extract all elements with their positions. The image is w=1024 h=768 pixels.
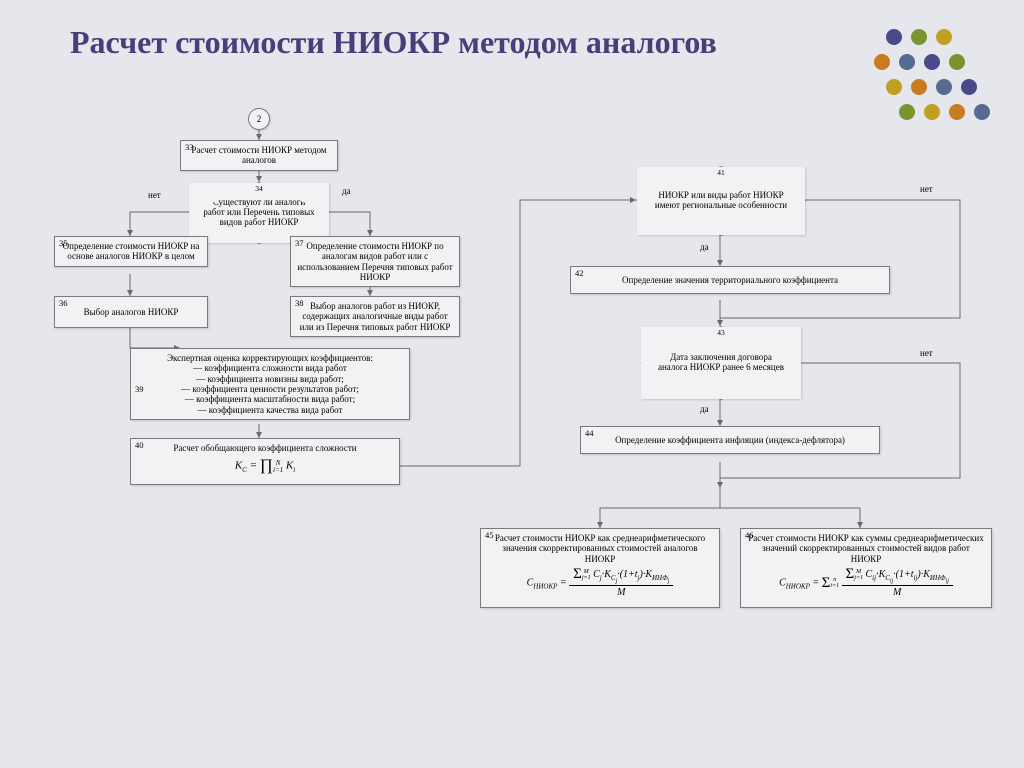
node-text: Расчет обобщающего коэффициента сложност…	[137, 443, 393, 453]
node-number: 40	[135, 441, 144, 451]
decision-41: 41 НИОКР или виды работ НИОКР имеют реги…	[637, 167, 805, 235]
edge-label-yes: да	[342, 186, 351, 196]
node-number: 44	[585, 429, 594, 439]
page-title: Расчет стоимости НИОКР методом аналогов	[70, 24, 717, 61]
node-text: Определение коэффициента инфляции (индек…	[589, 435, 871, 445]
node-text: Экспертная оценка корректирующих коэффиц…	[137, 353, 403, 363]
flowchart-canvas: 2 33 Расчет стоимости НИОКР методом анал…	[0, 108, 1024, 768]
node-text: Определение стоимости НИОКР на основе ан…	[61, 241, 201, 262]
connector-label: 2	[257, 114, 262, 124]
node-text: Существуют ли аналоги работ или Перечень…	[203, 197, 314, 227]
process-35: 35 Определение стоимости НИОКР на основе…	[54, 236, 208, 267]
node-text: Расчет стоимости НИОКР как суммы среднеа…	[747, 533, 985, 564]
item: — коэффициента масштабности вида работ;	[137, 394, 403, 404]
formula-45: CНИОКР = ΣMj=1 Cj·KCj·(1+tj)·KИНФj M	[487, 568, 713, 599]
edge-label-no: нет	[920, 348, 933, 358]
formula-46: CНИОКР = Σni=1 ΣMj=1 Cij·KCij·(1+tij)·KИ…	[747, 568, 985, 599]
process-39: 39 Экспертная оценка корректирующих коэф…	[130, 348, 410, 420]
node-text: Расчет стоимости НИОКР как среднеарифмет…	[487, 533, 713, 564]
process-40: 40 Расчет обобщающего коэффициента сложн…	[130, 438, 400, 485]
edge-label-no: нет	[148, 190, 161, 200]
node-text: НИОКР или виды работ НИОКР имеют региона…	[655, 190, 787, 210]
node-text: Выбор аналогов НИОКР	[61, 307, 201, 317]
node-number: 46	[745, 531, 754, 541]
node-number: 34	[255, 185, 263, 193]
node-number: 45	[485, 531, 494, 541]
edge-label-yes: да	[700, 404, 709, 414]
process-46: 46 Расчет стоимости НИОКР как суммы сред…	[740, 528, 992, 608]
process-42: 42 Определение значения территориального…	[570, 266, 890, 294]
process-36: 36 Выбор аналогов НИОКР	[54, 296, 208, 328]
node-number: 41	[717, 169, 725, 177]
process-45: 45 Расчет стоимости НИОКР как среднеариф…	[480, 528, 720, 608]
node-text: Выбор аналогов работ из НИОКР, содержащи…	[297, 301, 453, 332]
edge-label-yes: да	[700, 242, 709, 252]
node-number: 33	[185, 143, 194, 153]
edge-label-no: нет	[920, 184, 933, 194]
node-number: 37	[295, 239, 304, 249]
node-text: Расчет стоимости НИОКР методом аналогов	[187, 145, 331, 166]
node-text: Определение стоимости НИОКР по аналогам …	[297, 241, 453, 282]
node-number: 43	[717, 329, 725, 337]
node-number: 35	[59, 239, 68, 249]
node-text: Дата заключения договора аналога НИОКР р…	[658, 352, 784, 372]
connector-2: 2	[248, 108, 270, 130]
node-text: Определение значения территориального ко…	[579, 275, 881, 285]
formula-40: KC = ∏Ni=1 Ki	[137, 457, 393, 475]
item: — коэффициента качества вида работ	[137, 405, 403, 415]
node-number: 36	[59, 299, 68, 309]
process-38: 38 Выбор аналогов работ из НИОКР, содерж…	[290, 296, 460, 337]
node-number: 38	[295, 299, 304, 309]
node-number: 42	[575, 269, 584, 279]
item: — коэффициента ценности результатов рабо…	[137, 384, 403, 394]
decision-34: 34 Существуют ли аналоги работ или Переч…	[189, 183, 329, 243]
item: — коэффициента новизны вида работ;	[137, 374, 403, 384]
decision-43: 43 Дата заключения договора аналога НИОК…	[641, 327, 801, 399]
item: — коэффициента сложности вида работ	[137, 363, 403, 373]
process-44: 44 Определение коэффициента инфляции (ин…	[580, 426, 880, 454]
process-33: 33 Расчет стоимости НИОКР методом аналог…	[180, 140, 338, 171]
node-number: 39	[135, 385, 144, 395]
process-37: 37 Определение стоимости НИОКР по аналог…	[290, 236, 460, 287]
